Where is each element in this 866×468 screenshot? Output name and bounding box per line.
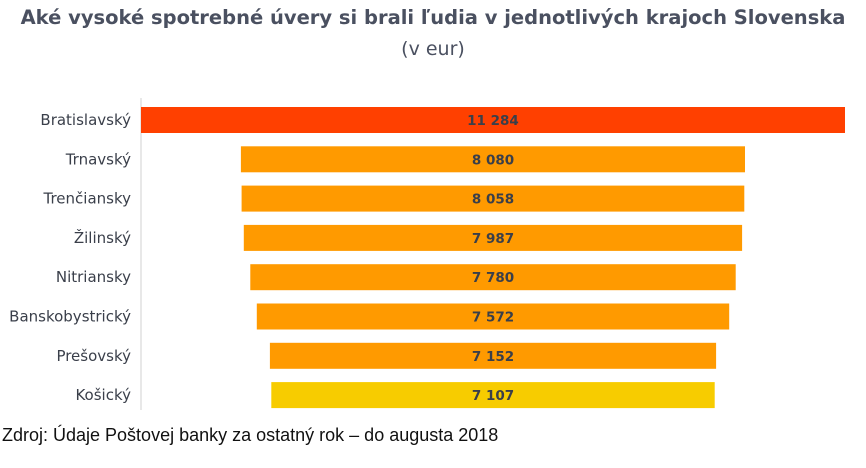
category-labels: Bratislavský Trnavský Trenčiansky Žilinský N… bbox=[9, 111, 131, 404]
source-note: Zdroj: Údaje Poštovej banky za ostatný r… bbox=[2, 425, 499, 445]
category-label-5: Banskobystrický bbox=[9, 308, 131, 326]
category-label-1: Trnavský bbox=[65, 150, 131, 168]
bar-1 bbox=[240, 146, 745, 173]
value-label-2: 8 058 bbox=[472, 192, 514, 208]
category-label-3: Žilinský bbox=[74, 228, 131, 247]
bar-2 bbox=[241, 185, 745, 212]
category-label-7: Košický bbox=[75, 386, 131, 404]
category-label-0: Bratislavský bbox=[40, 111, 131, 129]
bar-0 bbox=[141, 107, 845, 133]
chart-subtitle: (v eur) bbox=[401, 38, 465, 60]
value-label-6: 7 152 bbox=[472, 349, 514, 365]
value-label-5: 7 572 bbox=[472, 310, 514, 326]
category-label-2: Trenčiansky bbox=[43, 190, 132, 208]
bar-7 bbox=[271, 382, 715, 409]
chart-title: Aké vysoké spotrebné úvery si brali ľudi… bbox=[20, 6, 846, 29]
bar-5 bbox=[256, 303, 730, 330]
value-label-3: 7 987 bbox=[472, 231, 514, 247]
category-label-6: Prešovský bbox=[56, 347, 131, 365]
bar-4 bbox=[250, 264, 736, 291]
bar-6 bbox=[269, 342, 717, 369]
value-label-7: 7 107 bbox=[472, 388, 514, 404]
value-label-4: 7 780 bbox=[472, 270, 514, 286]
value-labels: 11 284 8 080 8 058 7 987 7 780 7 572 7 152 7 10… bbox=[467, 113, 519, 404]
value-label-1: 8 080 bbox=[472, 152, 514, 168]
bars-group bbox=[141, 107, 845, 409]
bar-3 bbox=[243, 224, 743, 251]
value-label-0: 11 284 bbox=[467, 113, 519, 129]
category-label-4: Nitriansky bbox=[56, 268, 131, 286]
